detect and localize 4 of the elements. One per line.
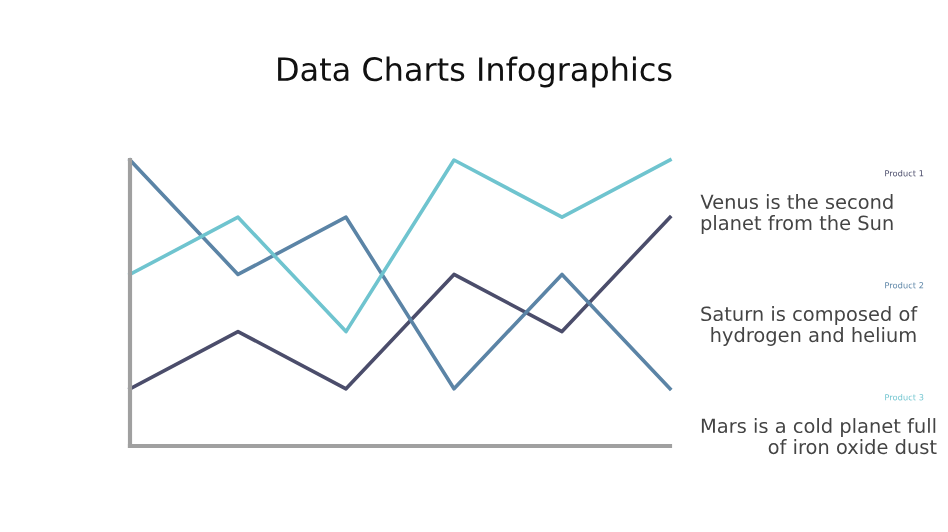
text: Venus is the second planet from the Sun (700, 194, 893, 234)
text: Mars is a cold planet full of iron oxide dust (701, 418, 937, 455)
chart-title: Data Charts Infographics (278, 56, 672, 88)
text: Saturn is composed of hydrogen and helium (701, 306, 918, 346)
